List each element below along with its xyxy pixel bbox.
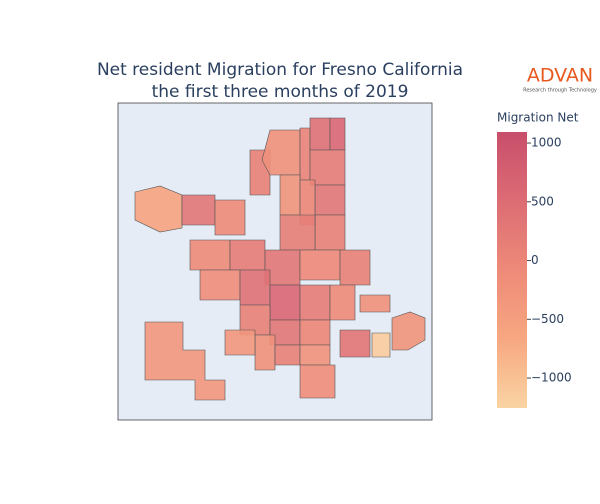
region xyxy=(339,249,371,286)
region xyxy=(274,344,301,366)
region xyxy=(371,332,391,358)
logo-tagline: Research through Technology xyxy=(523,88,597,94)
region xyxy=(299,284,331,321)
region xyxy=(239,269,271,306)
region xyxy=(214,199,246,236)
region xyxy=(189,239,231,271)
region xyxy=(314,214,346,251)
region xyxy=(229,239,266,271)
region xyxy=(254,334,276,371)
region xyxy=(134,185,183,233)
region xyxy=(279,214,316,251)
chart-subtitle: the first three months of 2019 xyxy=(152,82,409,102)
region xyxy=(299,249,341,281)
region xyxy=(181,194,216,226)
region xyxy=(144,321,226,401)
region xyxy=(299,344,331,366)
region xyxy=(199,269,241,301)
logo: ADVAN xyxy=(527,65,593,87)
region xyxy=(359,294,391,313)
colorbar-tick-label: 500 xyxy=(531,194,554,208)
region xyxy=(329,284,356,321)
region xyxy=(299,364,336,399)
colorbar-tick-label: −500 xyxy=(531,312,564,326)
region xyxy=(329,117,346,151)
colorbar-tick-label: −1000 xyxy=(531,371,572,385)
map xyxy=(134,117,426,401)
region xyxy=(299,319,331,346)
colorbar-tick-label: 1000 xyxy=(531,136,562,150)
colorbar-title: Migration Net xyxy=(497,111,579,125)
region xyxy=(269,284,301,321)
region xyxy=(309,117,331,151)
region xyxy=(279,174,301,216)
region xyxy=(339,329,371,358)
chart-title: Net resident Migration for Fresno Califo… xyxy=(97,60,463,80)
region xyxy=(314,184,346,216)
region xyxy=(224,329,256,356)
colorbar xyxy=(497,132,527,408)
region xyxy=(391,311,426,351)
region xyxy=(299,127,311,181)
colorbar-tick-label: 0 xyxy=(531,253,539,267)
